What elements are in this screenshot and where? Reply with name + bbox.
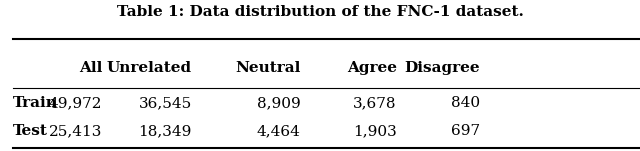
Text: 697: 697 xyxy=(451,124,480,138)
Text: Agree: Agree xyxy=(347,61,397,75)
Text: Test: Test xyxy=(13,124,47,138)
Text: 18,349: 18,349 xyxy=(139,124,192,138)
Text: Disagree: Disagree xyxy=(404,61,480,75)
Text: 840: 840 xyxy=(451,96,480,110)
Text: 36,545: 36,545 xyxy=(139,96,192,110)
Text: 25,413: 25,413 xyxy=(49,124,102,138)
Text: 3,678: 3,678 xyxy=(353,96,397,110)
Text: 1,903: 1,903 xyxy=(353,124,397,138)
Text: Train: Train xyxy=(13,96,58,110)
Text: Unrelated: Unrelated xyxy=(107,61,192,75)
Text: 4,464: 4,464 xyxy=(257,124,301,138)
Text: Neutral: Neutral xyxy=(236,61,301,75)
Text: 8,909: 8,909 xyxy=(257,96,301,110)
Text: Table 1: Data distribution of the FNC-1 dataset.: Table 1: Data distribution of the FNC-1 … xyxy=(116,5,524,19)
Text: All: All xyxy=(79,61,102,75)
Text: 49,972: 49,972 xyxy=(49,96,102,110)
